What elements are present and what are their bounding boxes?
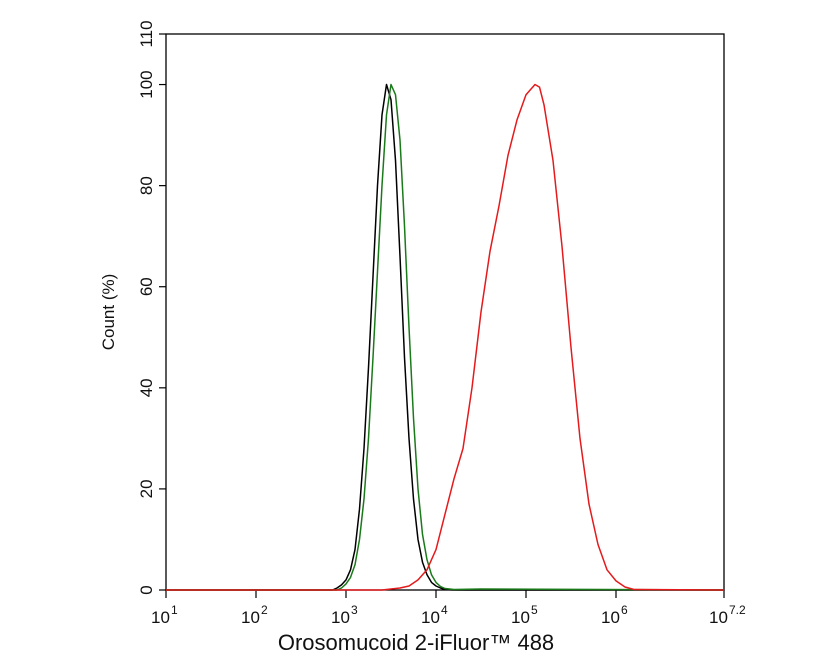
x-tick-label: 10 2 (241, 603, 268, 627)
y-tick-label: 20 (137, 479, 156, 498)
y-tick-label: 0 (137, 585, 156, 594)
x-tick-exponent: 7.2 (729, 603, 746, 617)
y-tick-label: 40 (137, 378, 156, 397)
x-tick-exponent: 5 (531, 603, 538, 617)
series-line-1 (166, 83, 724, 591)
x-tick-label: 10 6 (601, 603, 628, 627)
y-tick-label: 110 (137, 20, 156, 47)
x-tick-label: 10 5 (511, 603, 538, 627)
y-axis-title: Count (%) (99, 274, 118, 351)
x-tick-exponent: 2 (261, 603, 268, 617)
series-line-3 (166, 83, 725, 591)
plot-frame (165, 33, 725, 591)
x-tick-base: 10 (709, 608, 728, 627)
y-tick-label: 60 (137, 277, 156, 296)
x-tick-base: 10 (241, 608, 260, 627)
x-tick-base: 10 (601, 608, 620, 627)
x-tick-exponent: 4 (441, 603, 448, 617)
x-tick-base: 10 (511, 608, 530, 627)
x-tick-base: 10 (151, 608, 170, 627)
x-axis-title: Orosomucoid 2-iFluor™ 488 (278, 630, 554, 655)
x-tick-base: 10 (421, 608, 440, 627)
y-tick-label: 80 (137, 176, 156, 195)
x-tick-label: 10 1 (151, 603, 178, 627)
series-layer (166, 83, 725, 591)
x-tick-exponent: 1 (171, 603, 178, 617)
x-tick-exponent: 6 (621, 603, 628, 617)
series-line-2 (166, 83, 725, 591)
y-axis: 0 20 40 60 80 100 110 (137, 20, 166, 595)
x-tick-label: 10 4 (421, 603, 448, 627)
x-tick-label: 10 3 (331, 603, 358, 627)
x-tick-exponent: 3 (351, 603, 358, 617)
y-tick-label: 100 (137, 70, 156, 98)
x-tick-base: 10 (331, 608, 350, 627)
x-tick-label: 10 7.2 (709, 603, 746, 627)
x-axis: 10 1 10 2 10 3 10 4 10 5 10 6 10 7.2 (151, 590, 746, 627)
